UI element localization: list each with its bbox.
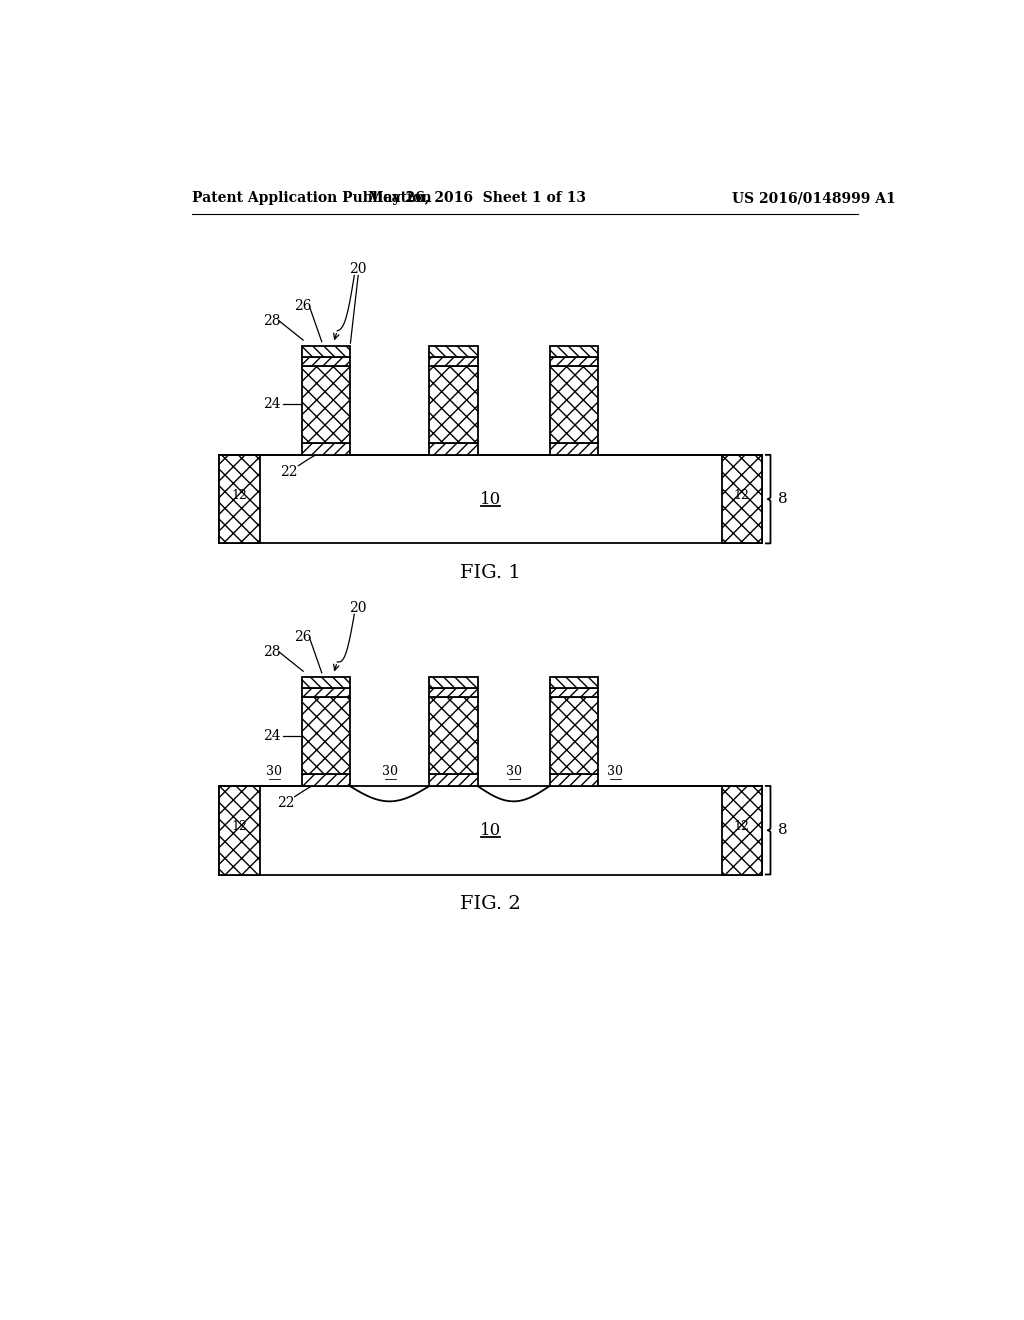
- Text: 10: 10: [480, 491, 502, 508]
- Bar: [550, 367, 598, 442]
- Bar: [302, 774, 349, 785]
- Bar: [302, 688, 349, 697]
- Text: FIG. 2: FIG. 2: [461, 895, 521, 912]
- Text: 10: 10: [480, 822, 502, 838]
- Bar: [302, 358, 349, 367]
- Bar: [550, 442, 598, 455]
- Text: 30: 30: [382, 766, 397, 779]
- Bar: [550, 358, 598, 367]
- Text: 26: 26: [294, 300, 311, 313]
- Bar: [429, 442, 477, 455]
- Text: 12: 12: [231, 820, 248, 833]
- Bar: [429, 358, 477, 367]
- Bar: [550, 346, 598, 358]
- Text: 30: 30: [506, 766, 521, 779]
- Text: 22: 22: [281, 465, 298, 479]
- Bar: [550, 677, 598, 688]
- Bar: [219, 785, 260, 875]
- Bar: [302, 677, 349, 688]
- Bar: [550, 697, 598, 774]
- Bar: [429, 677, 477, 688]
- Text: 12: 12: [231, 488, 248, 502]
- Bar: [429, 697, 477, 774]
- Bar: [550, 688, 598, 697]
- Text: US 2016/0148999 A1: US 2016/0148999 A1: [732, 191, 896, 206]
- Bar: [219, 785, 762, 875]
- Text: 12: 12: [734, 820, 750, 833]
- Bar: [722, 785, 762, 875]
- Bar: [219, 455, 260, 544]
- Text: 28: 28: [263, 314, 281, 327]
- Text: 24: 24: [263, 729, 281, 743]
- Text: 24: 24: [263, 397, 281, 412]
- Text: 30: 30: [606, 766, 623, 779]
- Bar: [429, 688, 477, 697]
- Bar: [722, 455, 762, 544]
- Text: 8: 8: [778, 824, 787, 837]
- Text: FIG. 1: FIG. 1: [461, 564, 521, 582]
- Text: 26: 26: [294, 631, 311, 644]
- Text: May 26, 2016  Sheet 1 of 13: May 26, 2016 Sheet 1 of 13: [368, 191, 586, 206]
- Bar: [302, 442, 349, 455]
- Text: 20: 20: [349, 601, 367, 615]
- Text: 22: 22: [276, 796, 294, 810]
- Text: 8: 8: [778, 492, 787, 506]
- Text: 28: 28: [263, 645, 281, 659]
- Text: 12: 12: [734, 488, 750, 502]
- Bar: [302, 346, 349, 358]
- Bar: [550, 774, 598, 785]
- Bar: [429, 774, 477, 785]
- Text: 20: 20: [349, 263, 367, 276]
- Bar: [219, 455, 762, 544]
- Bar: [429, 346, 477, 358]
- Bar: [302, 367, 349, 442]
- Bar: [302, 697, 349, 774]
- Text: Patent Application Publication: Patent Application Publication: [191, 191, 431, 206]
- Bar: [429, 367, 477, 442]
- Text: 30: 30: [265, 766, 282, 779]
